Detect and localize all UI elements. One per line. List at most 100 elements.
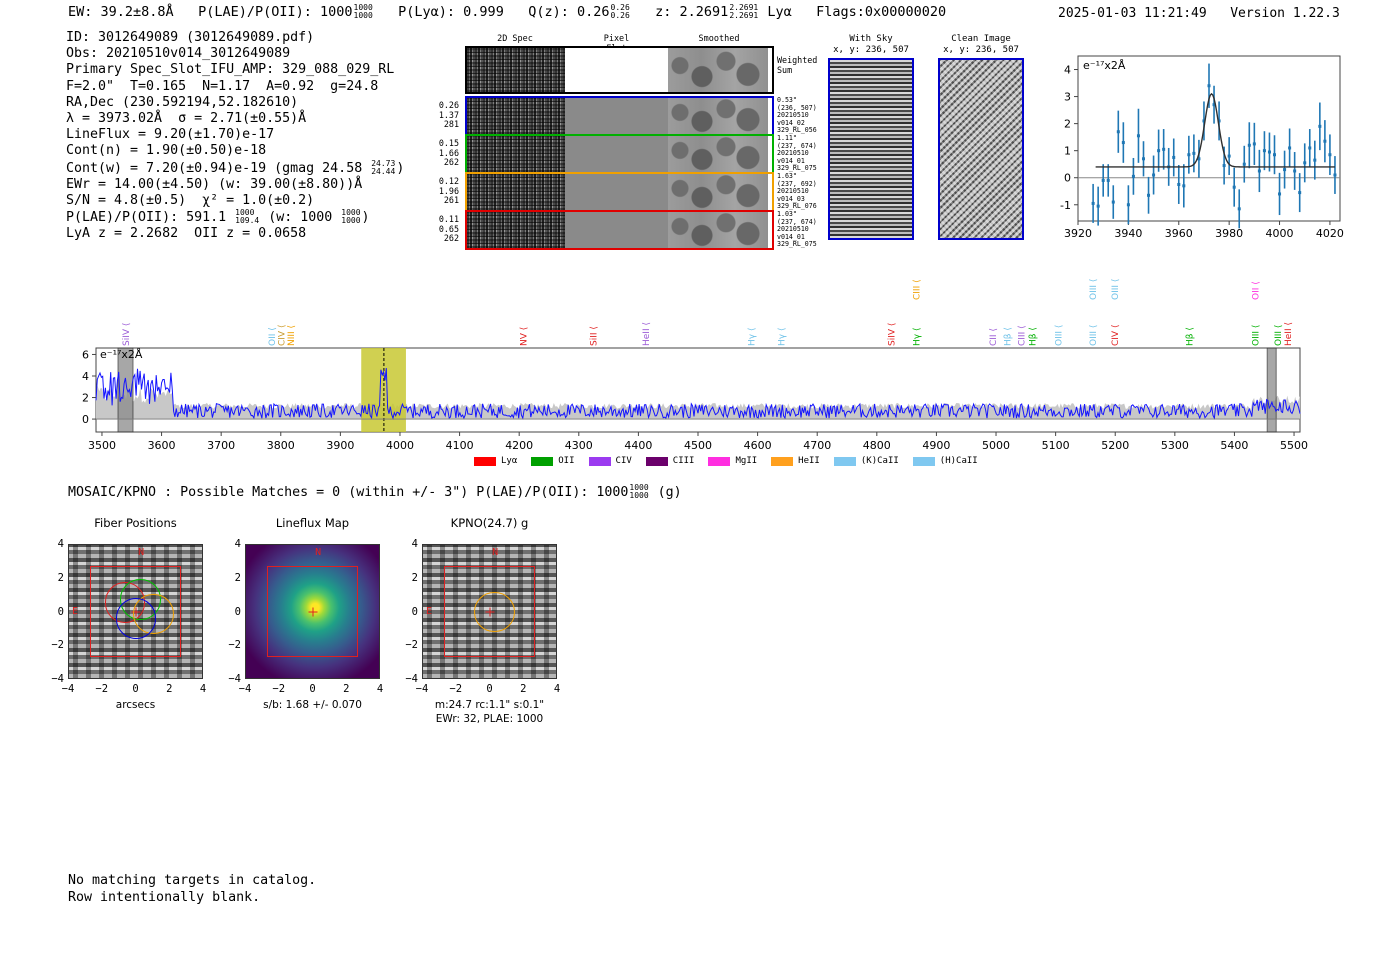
legend-label-2: CIV	[615, 456, 632, 466]
emission-label-siiv-0: SiIV ⟨	[122, 323, 132, 346]
panel-1-xtick-3: 2	[343, 683, 350, 695]
legend-label-3: CIII	[672, 456, 695, 466]
info-line-4: RA,Dec (230.592194,52.182610)	[66, 94, 299, 110]
header-timestamp-version: 2025-01-03 11:21:49 Version 1.22.3	[1058, 6, 1340, 21]
svg-text:e⁻¹⁷x2Å: e⁻¹⁷x2Å	[100, 348, 143, 361]
imaging-panels: Fiber Positions N E 4 2 0 −2 −4 −4 −2 0 2 4 arcsecs Li…	[51, 510, 700, 740]
compass-east-2: E	[426, 606, 433, 618]
fiber-smoothed-0	[668, 98, 768, 134]
compass-north-1: N	[315, 547, 322, 558]
legend-swatch-2	[588, 456, 611, 466]
header-z-bounds: 2.2691 2.2691	[729, 3, 759, 20]
fiber-meta-3: 1.03" (237, 674) 20210510 v014_01 329_RL…	[777, 210, 817, 249]
fiber-stats-0: 0.26 1.37 281	[438, 100, 459, 130]
emission-label-oiii-18: OIII ⟨	[1089, 279, 1099, 300]
cutout-coords-0: x, y: 236, 507	[833, 45, 909, 55]
svg-text:4500: 4500	[684, 439, 712, 452]
legend-label-5: HeII	[798, 456, 820, 466]
cutout-caption-1: Clean Image x, y: 236, 507	[938, 34, 1024, 56]
legend-label-6: (K)CaII	[860, 456, 899, 466]
header-qz: Q(z): 0.26	[528, 4, 610, 20]
svg-text:5300: 5300	[1161, 439, 1189, 452]
emission-label-hβ-15: Hβ ⟨	[1028, 327, 1038, 346]
panel-2-xtick-3: 2	[520, 683, 527, 695]
header-plae-label: P(LAE)/P(OII): 1000	[198, 4, 353, 20]
panel-1-ytick-3: −2	[228, 639, 241, 652]
legend-label-1: OII	[558, 456, 575, 466]
legend-swatch-6	[833, 456, 856, 466]
compass-north-2: N	[492, 547, 499, 558]
weighted-sum-label: Weighted Sum	[777, 55, 818, 75]
fiber-row-2	[465, 172, 774, 212]
emission-label-hγ-10: Hγ ⟨	[913, 328, 923, 346]
panel-2-ytick-4: −4	[405, 673, 418, 685]
cutout-image-1	[938, 58, 1024, 240]
header-summary-line: EW: 39.2±8.8Å P(LAE)/P(OII): 10001000 100…	[68, 3, 946, 21]
info-line-5: λ = 3973.02Å σ = 2.71(±0.55)Å	[66, 111, 307, 127]
svg-text:4020: 4020	[1316, 227, 1344, 240]
panel-title-2: KPNO(24.7) g	[450, 516, 529, 530]
panel-0-ytick-2: 0	[57, 605, 64, 618]
info-line-9: EWr = 14.00(±4.50) (w: 39.00(±8.80))Å	[66, 176, 363, 192]
fiber-row-0	[465, 96, 774, 136]
legend-swatch-7	[912, 456, 935, 466]
svg-text:4000: 4000	[386, 439, 414, 452]
plae-bounds: 1000 109.4	[235, 208, 260, 226]
svg-text:4300: 4300	[565, 439, 593, 452]
svg-text:4900: 4900	[922, 439, 950, 452]
panel-1-xtick-4: 4	[376, 683, 384, 695]
legend-item-6: (K)CaII	[833, 456, 899, 466]
emission-label-civ-2: CIV ⟨	[277, 325, 287, 346]
emission-label-hγ-8: Hγ ⟨	[777, 328, 787, 346]
column-title-0: 2D Spec	[497, 34, 533, 44]
legend-item-1: OII	[531, 456, 575, 466]
fiber-stats-3: 0.11 0.65 262	[438, 214, 459, 244]
panel-2-ytick-1: 2	[411, 571, 418, 584]
info-line-3: F=2.0" T=0.165 N=1.17 A=0.92 g=24.8	[66, 78, 379, 94]
info-line-11: P(LAE)/P(OII): 591.1 1000 109.4 (w: 1000 …	[66, 208, 370, 226]
legend-swatch-1	[531, 456, 554, 466]
emission-label-oii-1: OII ⟨	[268, 327, 278, 346]
legend-item-3: CIII	[645, 456, 695, 466]
red-region-box-0	[90, 566, 181, 657]
emission-label-ciii-11: CIII ⟨	[913, 279, 923, 300]
info-line-0: ID: 3012649089 (3012649089.pdf)	[66, 30, 315, 45]
header-z: z: 2.2691	[655, 4, 729, 20]
mosaic-summary-text: MOSAIC/KPNO : Possible Matches = 0 (with…	[68, 485, 629, 500]
info-line-2: Primary Spec_Slot_IFU_AMP: 329_088_029_R…	[66, 62, 395, 78]
svg-text:4700: 4700	[803, 439, 831, 452]
svg-text:0: 0	[82, 413, 89, 426]
fiber-2dspec-1	[467, 136, 565, 172]
emission-label-civ-20: CIV ⟨	[1111, 325, 1121, 346]
fiber-pixelflat-2	[565, 174, 668, 210]
panel-1-xtick-0: −4	[238, 683, 252, 695]
svg-text:4400: 4400	[624, 439, 652, 452]
panel-image-1: N	[245, 544, 380, 679]
panel-0-xtick-4: 4	[199, 683, 207, 695]
compass-east-0: E	[72, 606, 79, 618]
panel-2-ytick-2: 0	[411, 605, 418, 618]
info-line-1: Obs: 20210510v014_3012649089	[66, 46, 291, 62]
line-fit-plot: 3920 3940 3960 3980 4000 4020 -1 0 1 2 3 4 e⁻¹⁷x2Å	[1044, 52, 1366, 267]
svg-text:5400: 5400	[1220, 439, 1248, 452]
svg-text:3500: 3500	[88, 439, 116, 452]
panel-caption2-2: EWr: 32, PLAE: 1000	[435, 713, 544, 725]
emission-label-oiii-17: OIII ⟨	[1089, 325, 1099, 346]
legend-item-4: MgII	[708, 456, 757, 466]
panel-0-ytick-0: 4	[57, 538, 64, 550]
svg-text:2: 2	[82, 392, 89, 405]
info-line-6: LineFlux = 9.20(±1.70)e-17	[66, 127, 275, 143]
center-marker-h-1	[308, 611, 317, 612]
emission-label-oiii-16: OIII ⟨	[1055, 325, 1065, 346]
svg-text:e⁻¹⁷x2Å: e⁻¹⁷x2Å	[1083, 59, 1126, 72]
fiber-meta-0: 0.53" (236, 507) 20210510 v014_02 329_RL…	[777, 96, 817, 135]
svg-text:3600: 3600	[148, 439, 176, 452]
fiber-row-3	[465, 210, 774, 250]
svg-text:3980: 3980	[1215, 227, 1243, 240]
legend-label-7: (H)CaII	[939, 456, 978, 466]
legend-item-7: (H)CaII	[912, 456, 978, 466]
fiber-2dspec-3	[467, 212, 565, 248]
gmag-bounds: 24.73 24.44	[371, 158, 396, 176]
